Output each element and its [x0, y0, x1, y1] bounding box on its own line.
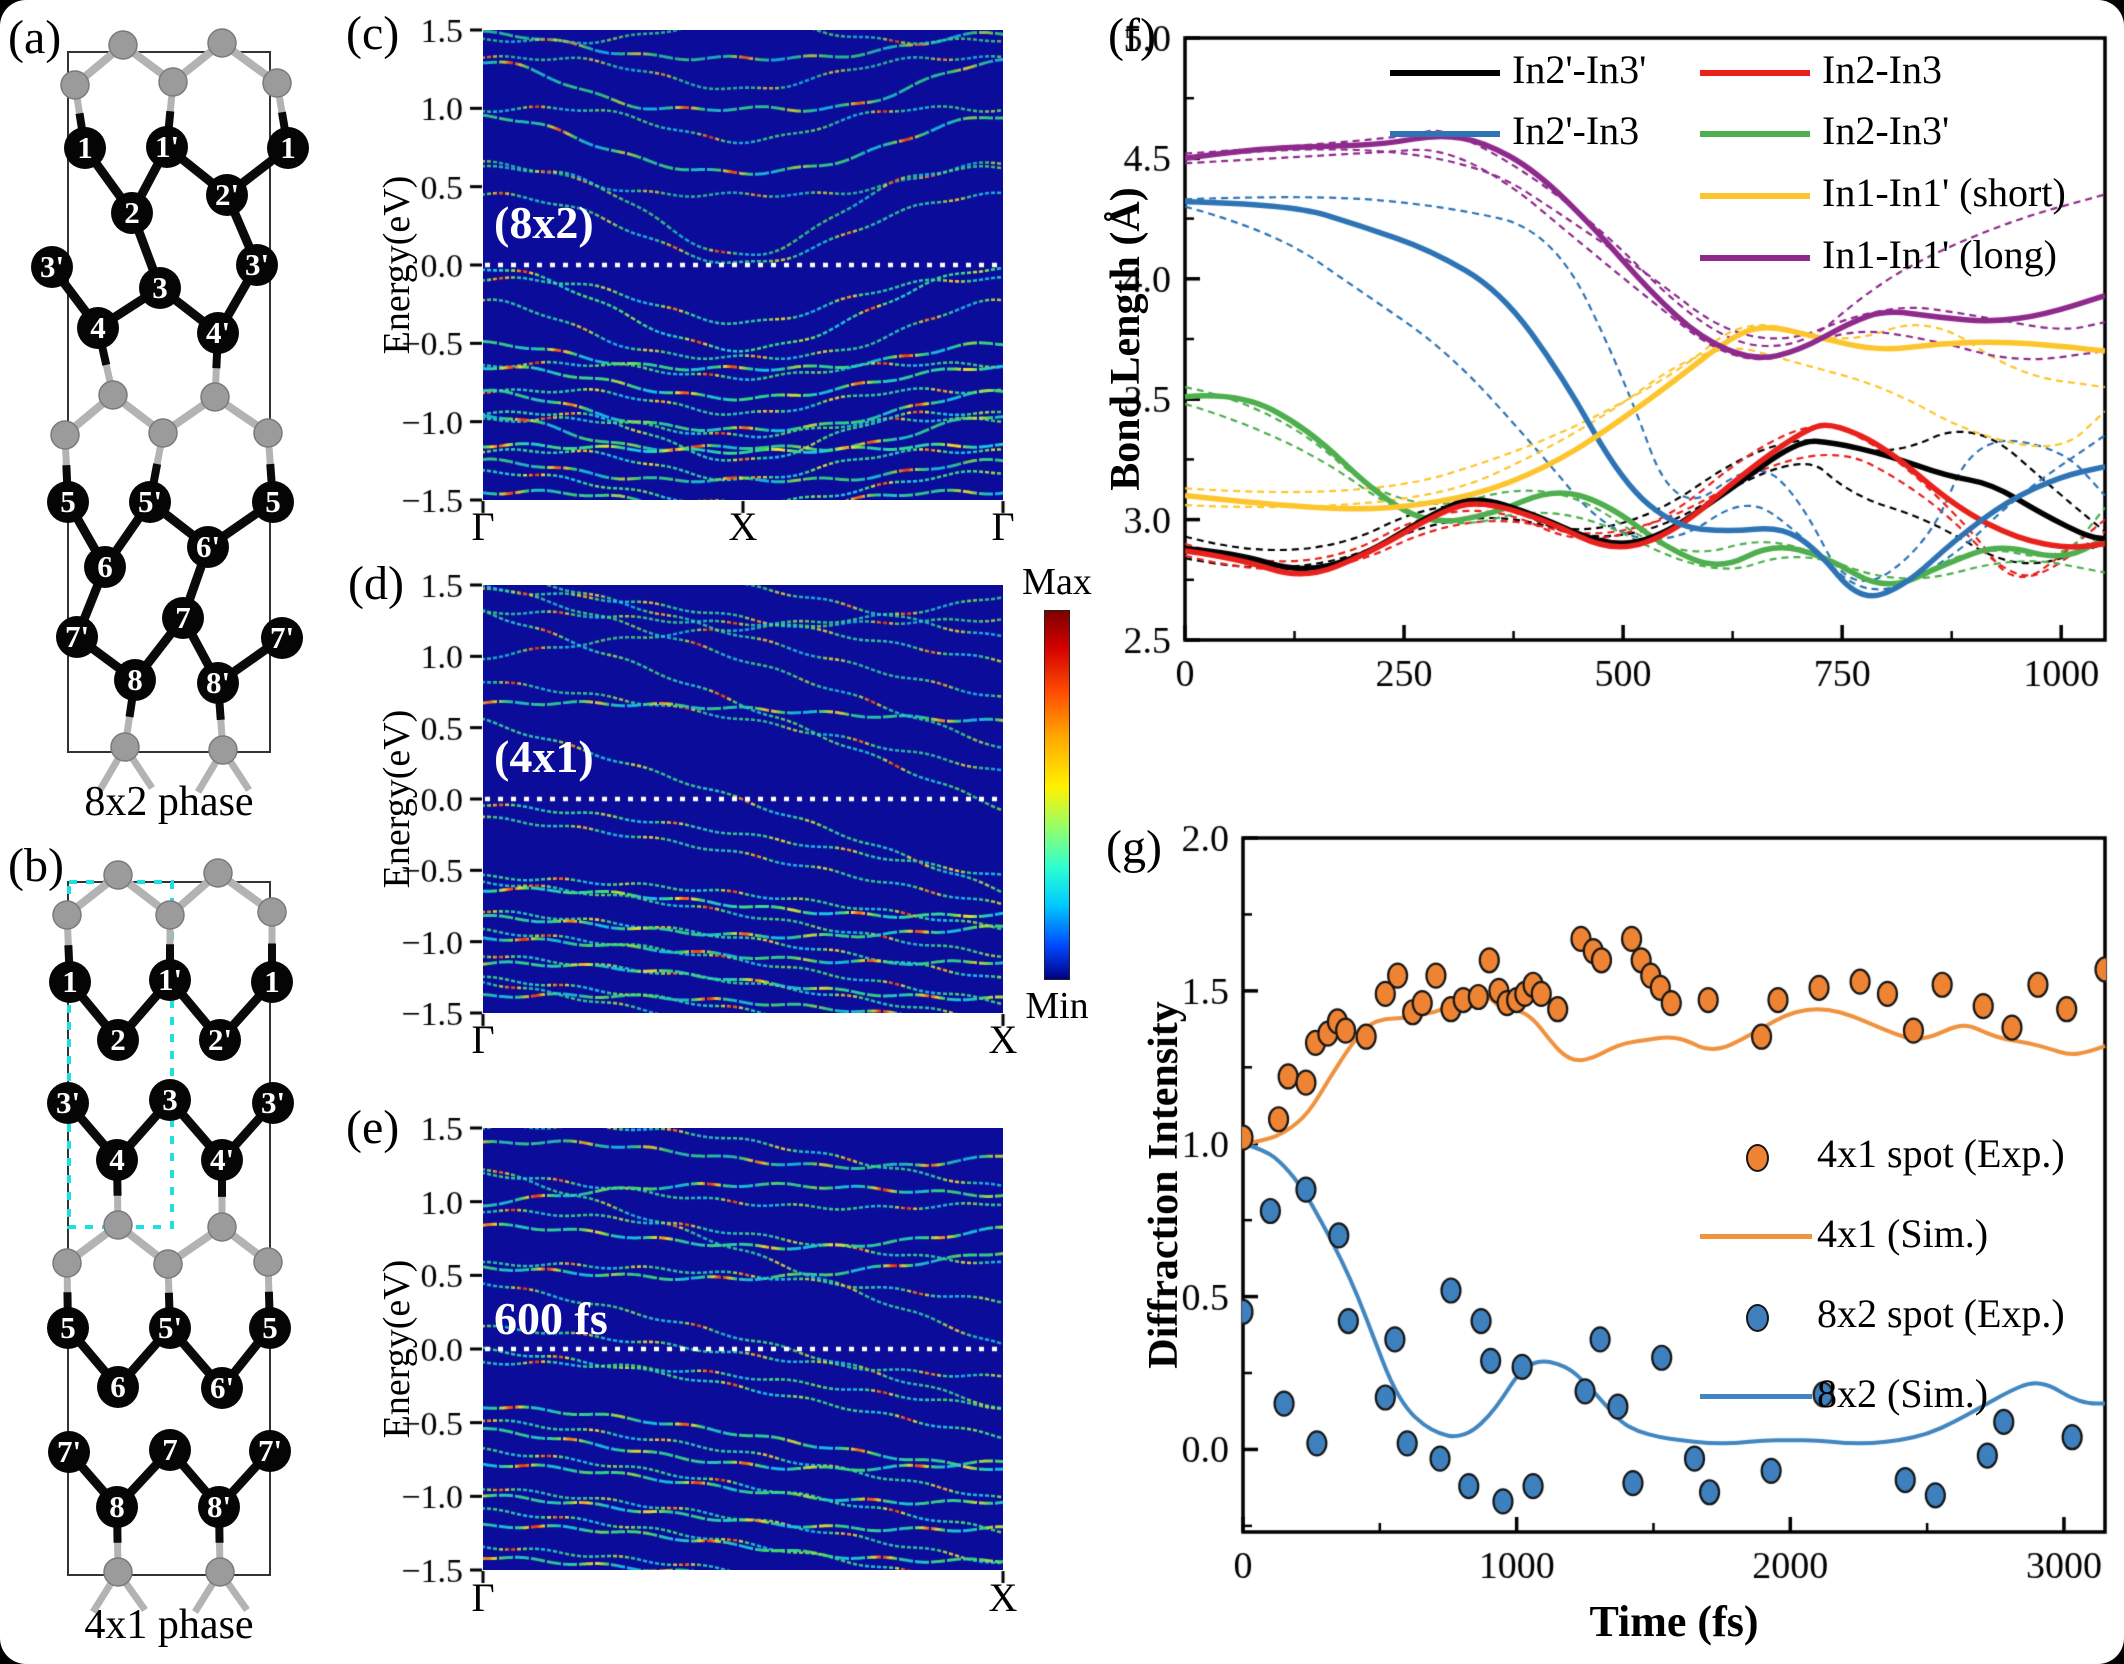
panel-e-letter: (e)	[346, 1101, 400, 1154]
panel-b-letter: (b)	[8, 839, 64, 892]
colorbar-max-label: Max	[1022, 561, 1092, 603]
kpoint-x-e: X	[988, 1575, 1018, 1620]
bond-length-axis-label: Bond Length (Å)	[1103, 187, 1149, 491]
legend-label-In2'-In3: In2'-In3	[1512, 108, 1640, 153]
legend-dot-swatch-8x2 spot (Exp.)	[1746, 1304, 1769, 1332]
legend-label-8x2 (Sim.): 8x2 (Sim.)	[1817, 1371, 1989, 1416]
caption-8x2-phase: 8x2 phase	[84, 779, 254, 825]
legend-line-swatch-8x2 (Sim.)	[1700, 1394, 1812, 1399]
legend-label-In2-In3': In2-In3'	[1822, 108, 1950, 153]
legend-line-swatch-In2'-In3	[1390, 131, 1500, 137]
legend-line-swatch-In2'-In3'	[1390, 70, 1500, 76]
kpoint-x-d: X	[988, 1017, 1018, 1062]
colorbar-min-label: Min	[1025, 985, 1089, 1027]
panel-f-letter: (f)	[1108, 9, 1156, 62]
kpoint-gamma-left-c: Γ	[471, 504, 495, 549]
legend-label-4x1 (Sim.): 4x1 (Sim.)	[1817, 1211, 1989, 1256]
legend-label-In2-In3: In2-In3	[1822, 47, 1942, 92]
legend-line-swatch-In1-In1' (short)	[1700, 193, 1810, 199]
legend-label-8x2 spot (Exp.): 8x2 spot (Exp.)	[1817, 1291, 2065, 1336]
panel-c-letter: (c)	[346, 7, 400, 60]
legend-label-In1-In1' (short): In1-In1' (short)	[1822, 170, 2066, 215]
energy-axis-label-e: Energy(eV)	[376, 1259, 418, 1439]
legend-line-swatch-In2-In3	[1700, 70, 1810, 76]
time-axis-label: Time (fs)	[1589, 1597, 1759, 1646]
energy-axis-label-c: Energy(eV)	[376, 175, 418, 355]
legend-dot-swatch-4x1 spot (Exp.)	[1746, 1144, 1769, 1172]
legend-label-In1-In1' (long): In1-In1' (long)	[1822, 232, 2057, 277]
kpoint-gamma-d: Γ	[471, 1017, 495, 1062]
annotation-600fs: 600 fs	[494, 1293, 608, 1344]
kpoint-gamma-right-c: Γ	[991, 504, 1015, 549]
legend-line-swatch-4x1 (Sim.)	[1700, 1234, 1812, 1239]
caption-4x1-phase: 4x1 phase	[84, 1602, 254, 1648]
annotation-8x2: (8x2)	[494, 197, 594, 248]
annotation-4x1: (4x1)	[494, 731, 594, 782]
legend-label-4x1 spot (Exp.): 4x1 spot (Exp.)	[1817, 1131, 2065, 1176]
panel-a-letter: (a)	[8, 11, 62, 64]
energy-axis-label-d: Energy(eV)	[376, 709, 418, 889]
kpoint-x-c: X	[728, 504, 758, 549]
legend-line-swatch-In2-In3'	[1700, 131, 1810, 137]
panel-d-letter: (d)	[348, 557, 404, 610]
panel-g-letter: (g)	[1106, 821, 1162, 874]
kpoint-gamma-e: Γ	[471, 1575, 495, 1620]
legend-label-In2'-In3': In2'-In3'	[1512, 47, 1647, 92]
legend-line-swatch-In1-In1' (long)	[1700, 255, 1810, 261]
diffraction-intensity-axis-label: Diffraction Intensity	[1141, 1001, 1187, 1369]
